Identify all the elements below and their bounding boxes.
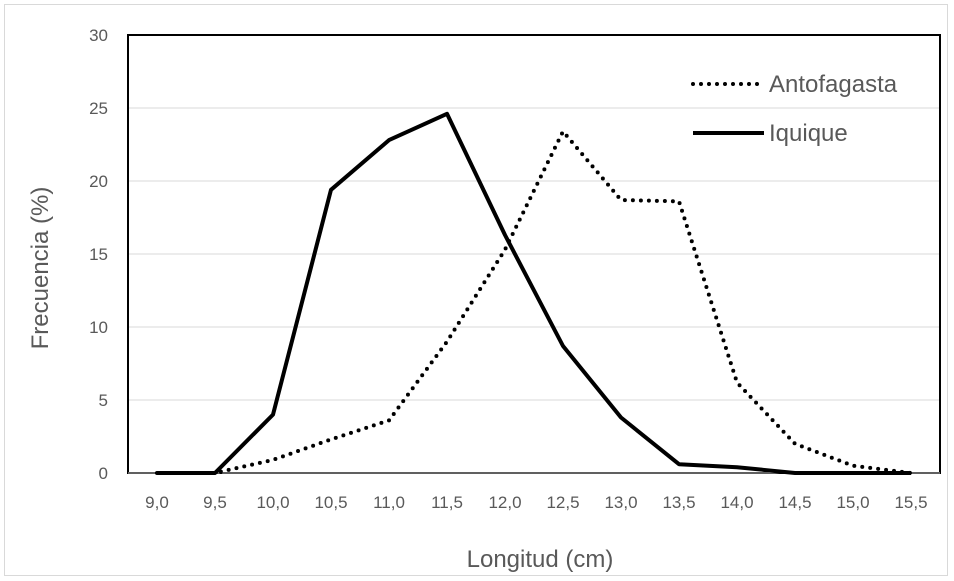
y-axis-title: Frecuencia (%) [27, 187, 54, 350]
x-tick-label: 9,0 [145, 493, 169, 512]
x-tick-label: 11,0 [373, 493, 405, 512]
x-tick-label: 9,5 [203, 493, 227, 512]
series-line-antofagasta [155, 129, 913, 475]
chart-frame [4, 4, 948, 576]
x-axis-title: Longitud (cm) [467, 546, 614, 573]
x-tick-label: 15,0 [836, 493, 869, 512]
legend: Antofagasta Iquique [691, 71, 898, 147]
x-tick-labels: 9,0 9,5 10,0 10,5 11,0 11,5 12,0 12,5 13,0 13,5 14… [145, 493, 927, 512]
x-tick-label: 14,5 [778, 493, 811, 512]
x-tick-label: 11,5 [431, 493, 463, 512]
y-tick-label: 5 [99, 391, 108, 410]
series-lines [155, 111, 913, 475]
y-tick-label: 15 [89, 245, 108, 264]
y-tick-label: 10 [89, 318, 108, 337]
y-tick-labels: 0 5 10 15 20 25 30 [89, 26, 108, 483]
legend-label-iquique: Iquique [769, 120, 848, 147]
legend-label-antofagasta: Antofagasta [769, 71, 898, 98]
x-tick-label: 10,5 [314, 493, 347, 512]
x-tick-label: 14,0 [720, 493, 753, 512]
x-tick-label: 12,0 [488, 493, 521, 512]
x-tick-label: 12,5 [546, 493, 579, 512]
y-tick-label: 0 [99, 464, 108, 483]
series-line-iquique [157, 111, 911, 475]
y-tick-label: 25 [89, 99, 108, 118]
y-tick-label: 20 [89, 172, 108, 191]
x-tick-label: 15,5 [894, 493, 927, 512]
x-tick-label: 13,5 [662, 493, 695, 512]
x-tick-label: 10,0 [256, 493, 289, 512]
x-tick-label: 13,0 [604, 493, 637, 512]
y-tick-label: 30 [89, 26, 108, 45]
gridlines [128, 107, 940, 401]
